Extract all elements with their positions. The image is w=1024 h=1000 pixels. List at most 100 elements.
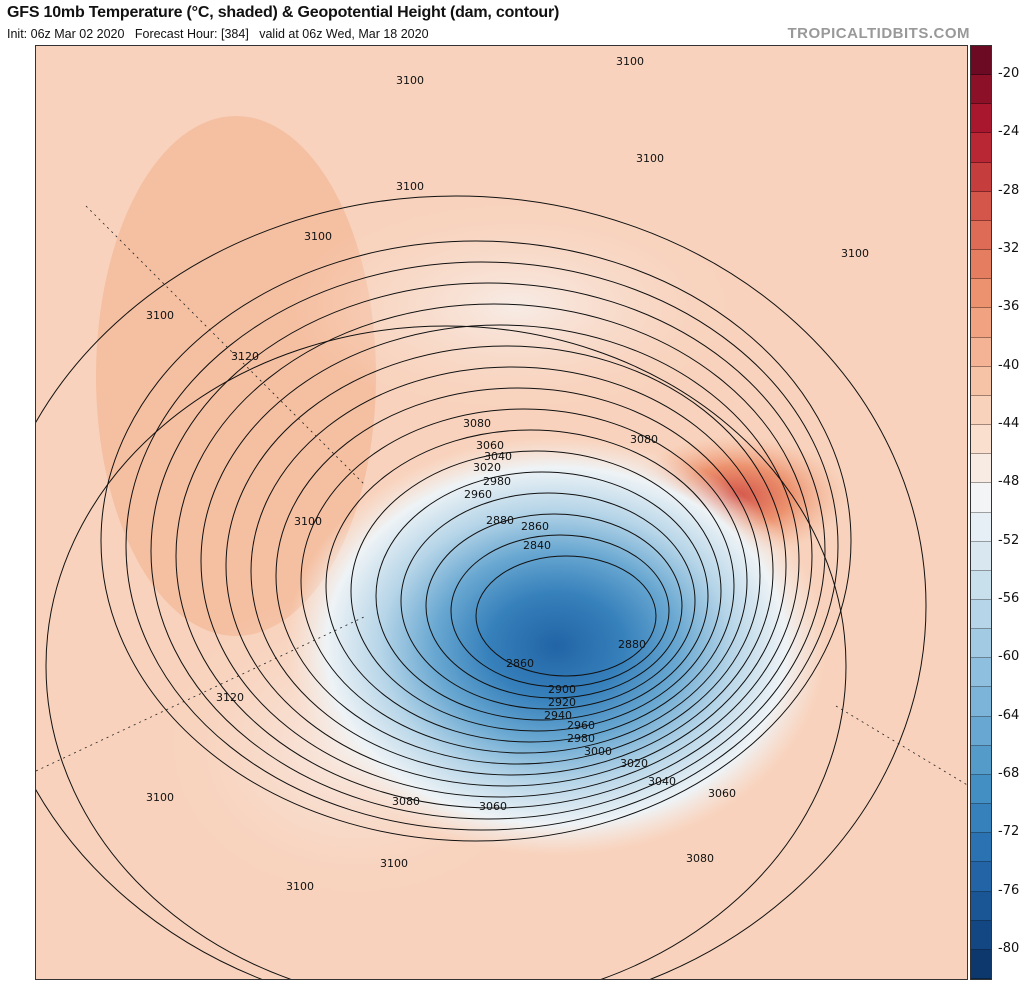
contour-label: 3100: [286, 880, 314, 893]
contour-label: 3060: [479, 800, 507, 813]
colorbar-tick-label: -64: [998, 707, 1020, 723]
colorbar-segment: [971, 949, 991, 979]
height-contour: [350, 450, 722, 732]
contour-label: 3060: [708, 787, 736, 800]
pale-region-siberia: [286, 196, 746, 416]
colorbar-segment: [971, 104, 991, 134]
colorbar-segment: [971, 366, 991, 396]
contour-label: 2940: [544, 709, 572, 722]
height-contour: [425, 513, 683, 699]
contour-label: 3080: [686, 852, 714, 865]
temperature-colorbar: [970, 45, 992, 980]
contour-label: 3100: [294, 515, 322, 528]
map-canvas: 3100310031003100310031003120308030603040…: [36, 46, 967, 979]
contour-label: 3100: [146, 309, 174, 322]
contour-labels: 3100310031003100310031003120308030603040…: [146, 55, 869, 893]
map-subtitle: Init: 06z Mar 02 2020 Forecast Hour: [38…: [7, 27, 429, 41]
colorbar-segment: [971, 658, 991, 688]
contour-label: 2960: [567, 719, 595, 732]
contour-label: 3100: [146, 791, 174, 804]
colorbar-segment: [971, 75, 991, 105]
height-contour: [475, 555, 657, 677]
colorbar-segment: [971, 570, 991, 600]
contour-label: 3100: [304, 230, 332, 243]
height-contour: [375, 471, 709, 721]
height-contour: [100, 240, 852, 842]
colorbar-tick-label: -36: [998, 299, 1020, 315]
colorbar-tick-label: -68: [998, 765, 1020, 781]
colorbar-segment: [971, 250, 991, 280]
height-contour: [125, 261, 839, 831]
colorbar-segment: [971, 220, 991, 251]
contour-label: 3080: [392, 795, 420, 808]
colorbar-segment: [971, 162, 991, 192]
colorbar-tick-label: -28: [998, 182, 1020, 198]
contour-label: 2880: [618, 638, 646, 651]
colorbar-segment: [971, 920, 991, 950]
map-title: GFS 10mb Temperature (°C, shaded) & Geop…: [7, 4, 560, 21]
colorbar-segment: [971, 425, 991, 455]
contour-label: 2980: [567, 732, 595, 745]
colorbar-tick-label: -72: [998, 824, 1020, 840]
height-contour: [200, 324, 800, 798]
height-contour: [36, 195, 927, 979]
contour-label: 3120: [216, 691, 244, 704]
colorbar-tick-label: -52: [998, 532, 1020, 548]
colorbar-segment: [971, 774, 991, 805]
colorbar-tick-label: -60: [998, 649, 1020, 665]
colorbar-tick-label: -48: [998, 474, 1020, 490]
height-contours: [36, 195, 927, 979]
contour-label: 3120: [231, 350, 259, 363]
height-contour: [150, 282, 826, 820]
contour-label: 3080: [463, 417, 491, 430]
colorbar-segment: [971, 454, 991, 484]
contour-label: 2860: [506, 657, 534, 670]
colorbar-tick-label: -32: [998, 241, 1020, 257]
height-contour: [250, 366, 774, 776]
contour-label: 3100: [616, 55, 644, 68]
contour-label: 3100: [396, 74, 424, 87]
colorbar-segment: [971, 541, 991, 571]
contour-label: 2840: [523, 539, 551, 552]
contour-label: 3040: [648, 775, 676, 788]
colorbar-tick-label: -80: [998, 940, 1020, 956]
contour-label: 3100: [636, 152, 664, 165]
height-contour: [225, 345, 787, 787]
contour-label: 3100: [380, 857, 408, 870]
contour-label: 2980: [483, 475, 511, 488]
height-contour: [400, 492, 696, 710]
contour-label: 3060: [476, 439, 504, 452]
colorbar-tick-label: -24: [998, 124, 1020, 140]
colorbar-segment: [971, 483, 991, 513]
colorbar-tick-label: -76: [998, 882, 1020, 898]
colorbar-segment: [971, 833, 991, 863]
colorbar-segment: [971, 46, 991, 76]
contour-label: 3020: [620, 757, 648, 770]
height-contour: [300, 408, 748, 754]
colorbar-segment: [971, 191, 991, 221]
weather-map: 3100 3100 3100 3100 3100 3100 3120 3080 3060 3040…: [35, 45, 968, 980]
colorbar-tick-label: -56: [998, 590, 1020, 606]
colorbar-segment: [971, 687, 991, 717]
colorbar-segment: [971, 395, 991, 426]
colorbar-segment: [971, 862, 991, 892]
colorbar-segment: [971, 133, 991, 163]
height-contour: [175, 303, 813, 809]
brand-watermark: TROPICALTIDBITS.COM: [787, 25, 970, 42]
colorbar-tick-label: -40: [998, 357, 1020, 373]
contour-label: 2880: [486, 514, 514, 527]
contour-label: 3020: [473, 461, 501, 474]
colorbar-segment: [971, 745, 991, 775]
colorbar-segment: [971, 599, 991, 630]
contour-label: 3040: [484, 450, 512, 463]
colorbar-segment: [971, 512, 991, 542]
latitude-lines: [36, 205, 967, 786]
colorbar-segment: [971, 337, 991, 367]
colorbar-segment: [971, 308, 991, 338]
colorbar-tick-label: -44: [998, 416, 1020, 432]
colorbar-segment: [971, 279, 991, 309]
contour-label: 2900: [548, 683, 576, 696]
contour-label: 3100: [841, 247, 869, 260]
colorbar-segment: [971, 891, 991, 921]
contour-label: 2960: [464, 488, 492, 501]
